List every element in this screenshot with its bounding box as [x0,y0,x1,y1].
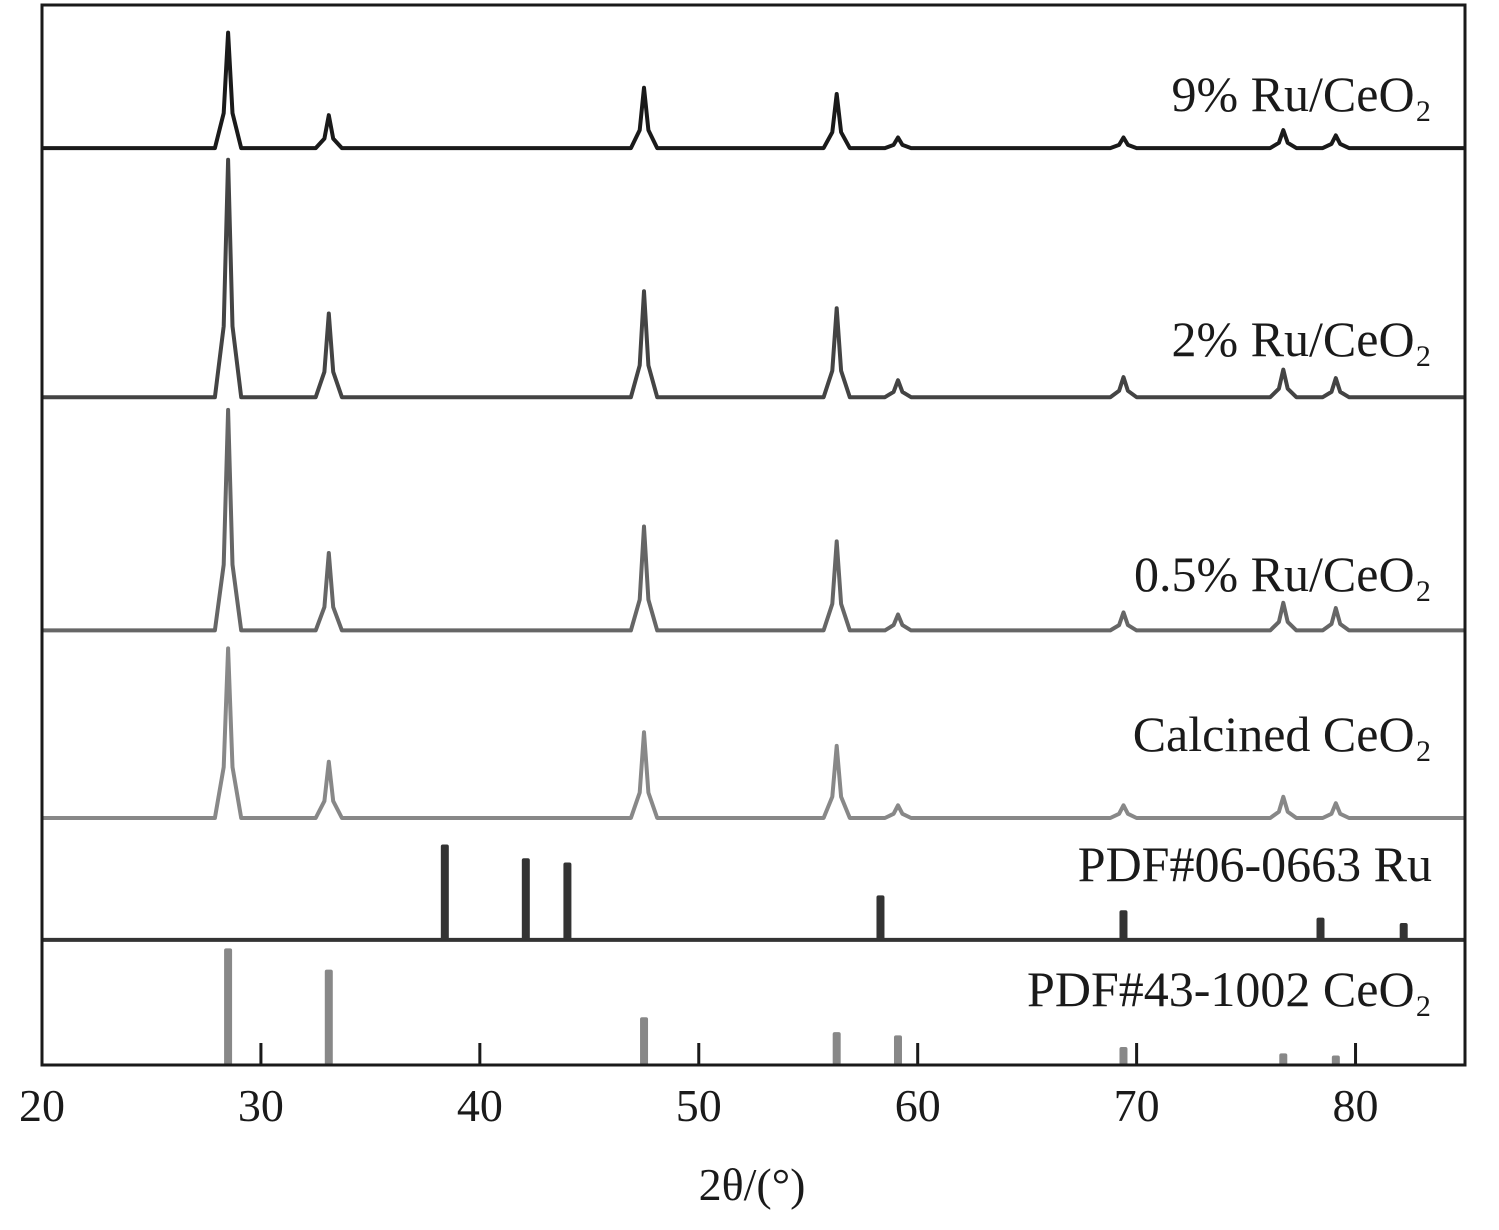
reference-stick [563,862,572,940]
reference-stick [1331,1055,1340,1065]
reference-stick [521,858,530,940]
reference-stick [224,948,233,1065]
series-label: 0.5% Ru/CeO₂ [1134,546,1432,602]
reference-stick [832,1032,841,1065]
reference-stick [1279,1053,1288,1065]
reference-stick [1119,910,1128,940]
pattern-line [42,407,1465,633]
reference-stick [640,1017,649,1065]
reference-stick [440,844,449,940]
series-label: PDF#06-0663 Ru [1078,836,1432,892]
x-tick-label: 50 [676,1080,722,1131]
series-label: 2% Ru/CeO₂ [1172,311,1432,367]
plot-frame [40,3,1467,1067]
series-label: Calcined CeO₂ [1133,706,1432,762]
reference-stick [893,1035,902,1065]
x-tick-label: 30 [238,1080,284,1131]
x-axis-label: 2θ/(°) [699,1159,806,1210]
reference-stick [324,969,333,1065]
x-tick-label: 40 [457,1080,503,1131]
series-label: PDF#43-1002 CeO₂ [1027,961,1432,1017]
series-label: 9% Ru/CeO₂ [1172,66,1432,122]
x-tick-label: 70 [1114,1080,1160,1131]
pattern-line [42,646,1465,820]
reference-stick [1119,1046,1128,1065]
x-tick-label: 80 [1333,1080,1379,1131]
reference-stick [876,895,885,940]
pattern-line [42,30,1465,151]
x-tick-label: 60 [895,1080,941,1131]
reference-stick [1316,917,1325,940]
x-tick-label: 20 [19,1080,65,1131]
pattern-line [42,157,1465,400]
reference-stick [1399,922,1408,940]
